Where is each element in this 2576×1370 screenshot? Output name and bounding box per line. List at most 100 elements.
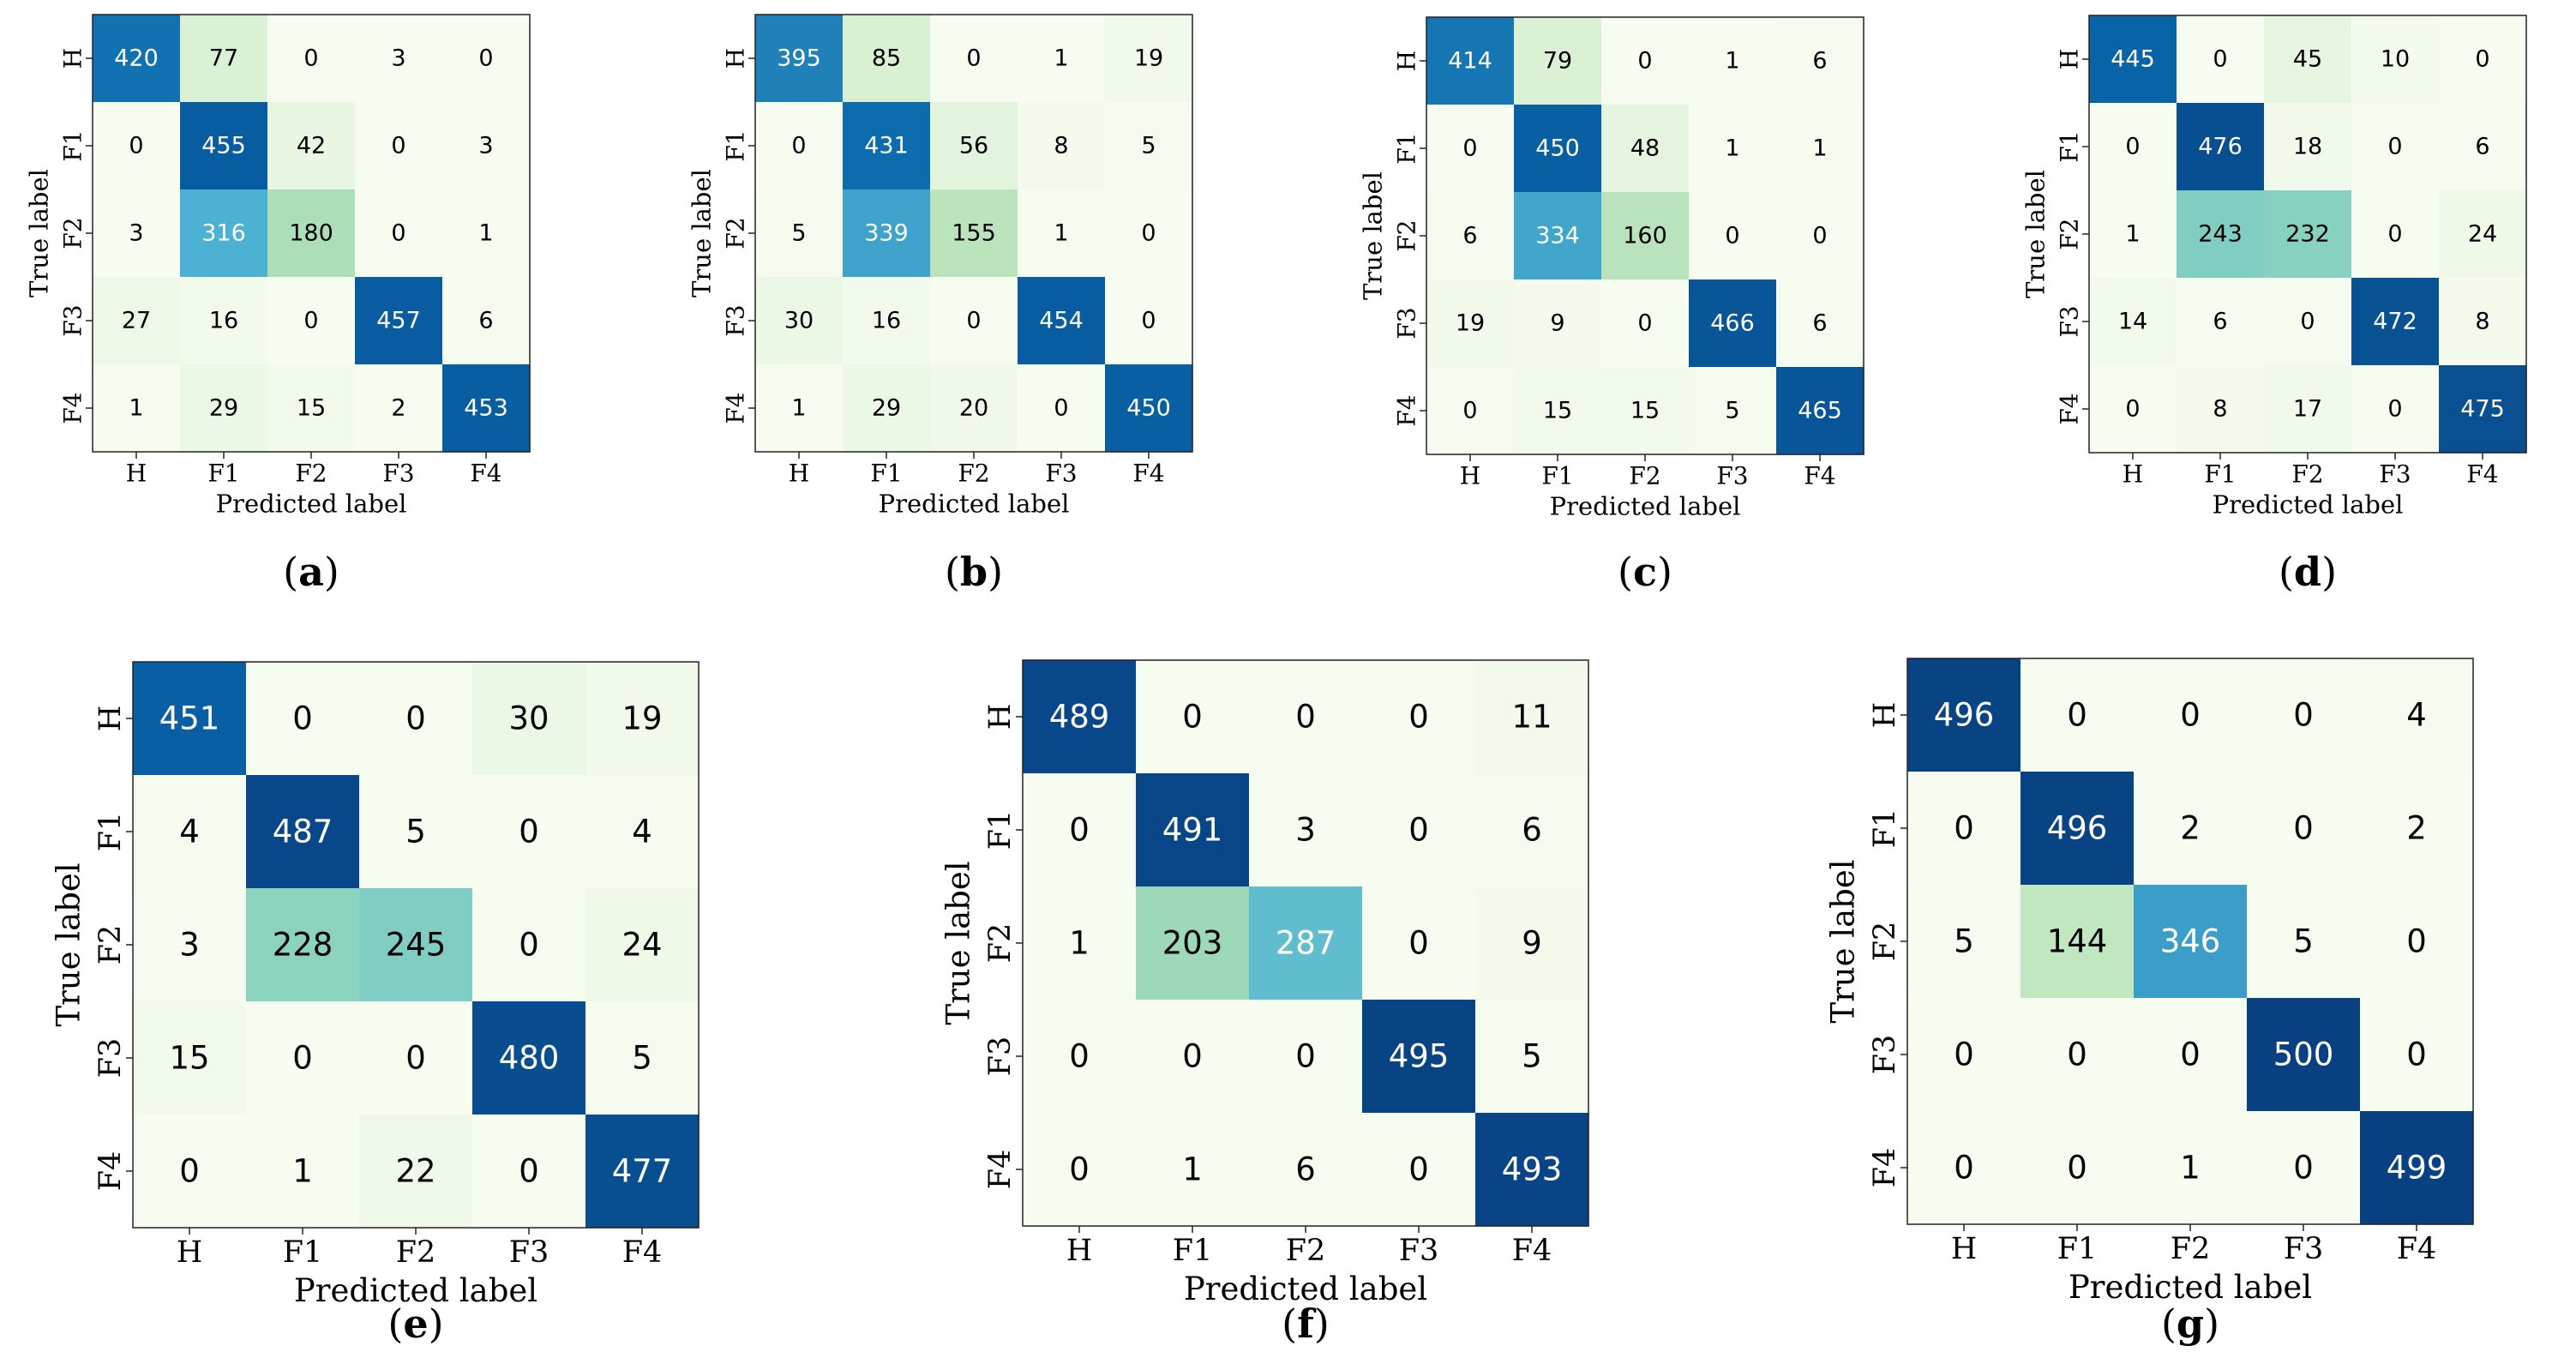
cell-value-label: 5 [1725, 398, 1739, 424]
cell-value-label: 27 [122, 308, 151, 334]
cell-value-label: 0 [129, 133, 143, 159]
cell-value-label: 48 [1630, 135, 1660, 162]
matrix-cell [1105, 15, 1193, 103]
matrix-cell [843, 189, 931, 278]
cell-value-label: 0 [1141, 220, 1156, 247]
cell-value-label: 8 [2213, 396, 2227, 423]
x-tick-label: F4 [2466, 460, 2498, 488]
cell-value-label: 0 [1408, 812, 1429, 849]
matrix-cell [1907, 658, 2021, 772]
cell-value-label: 0 [1182, 1038, 1203, 1075]
panel-caption: (e) [387, 1301, 443, 1347]
cell-value-label: 6 [1812, 310, 1827, 337]
confusion-matrix-e: 451 0 0 30 19 4 487 5 0 4 3 228 245 0 24 15 0 0 480 5 0 1 22 0 4… [51, 661, 700, 1347]
cell-value-label: 0 [2406, 923, 2427, 960]
matrix-cell [359, 1115, 473, 1229]
cell-value-label: 228 [273, 927, 333, 964]
matrix-cell [2021, 772, 2135, 886]
y-tick-label: H [2055, 49, 2083, 69]
cell-value-label: 1 [2125, 221, 2140, 248]
cell-value-label: 5 [1522, 1038, 1542, 1075]
cell-value-label: 0 [1069, 812, 1090, 849]
matrix-cell [2177, 278, 2265, 366]
cell-value-label: 493 [1502, 1151, 1563, 1188]
cell-value-label: 79 [1543, 48, 1572, 75]
cell-value-label: 5 [1141, 133, 1156, 159]
matrix-cell [1907, 885, 2021, 999]
cell-value-label: 0 [966, 308, 981, 334]
x-tick-label: H [1460, 461, 1480, 490]
cell-value-label: 2 [391, 395, 405, 422]
matrix-cell [2089, 278, 2177, 366]
matrix-cell [930, 15, 1018, 103]
matrix-cell [2439, 15, 2527, 104]
matrix-cell [267, 364, 356, 453]
y-tick-label: F3 [58, 304, 87, 336]
cell-value-label: 487 [273, 814, 333, 850]
x-tick-label: H [1066, 1234, 1093, 1268]
cell-value-label: 0 [1408, 699, 1429, 736]
panel-caption: (f) [1282, 1301, 1330, 1347]
y-axis-title: True label [24, 169, 53, 297]
y-tick-label: F2 [2055, 218, 2083, 249]
matrix-cell [267, 102, 356, 190]
cell-value-label: 0 [2067, 1150, 2087, 1187]
cell-value-label: 14 [2118, 309, 2147, 335]
matrix-cell [2360, 772, 2474, 886]
matrix-cell [1776, 279, 1864, 368]
matrix-cell [359, 662, 473, 776]
y-tick-label: F1 [93, 812, 128, 852]
y-tick-label: H [93, 706, 128, 732]
matrix-cell [1018, 277, 1106, 365]
cell-value-label: 245 [386, 927, 447, 964]
cell-value-label: 20 [959, 395, 988, 422]
x-tick-label: F2 [396, 1235, 436, 1270]
matrix-cell [93, 189, 181, 278]
cell-value-label: 499 [2387, 1150, 2447, 1187]
cell-value-label: 0 [292, 700, 313, 737]
cell-value-label: 431 [864, 133, 909, 159]
matrix-cell [93, 15, 181, 103]
cell-value-label: 6 [478, 308, 493, 334]
x-axis-title: Predicted label [1184, 1271, 1427, 1307]
matrix-cell [1475, 1113, 1589, 1227]
cell-value-label: 232 [2285, 221, 2330, 248]
cell-value-label: 465 [1798, 398, 1842, 424]
x-axis-title: Predicted label [216, 489, 407, 518]
cell-value-label: 457 [376, 308, 421, 334]
matrix-cell [2089, 103, 2177, 191]
cell-value-label: 15 [1630, 398, 1660, 424]
cell-value-label: 0 [179, 1153, 200, 1190]
cell-value-label: 9 [1550, 310, 1564, 337]
matrix-cell [1105, 277, 1193, 365]
matrix-cell [1514, 105, 1602, 193]
matrix-cell [355, 364, 443, 453]
cell-value-label: 0 [2387, 396, 2402, 423]
y-tick-label: F4 [93, 1151, 128, 1192]
cell-value-label: 6 [1462, 223, 1477, 249]
cell-value-label: 0 [292, 1040, 313, 1077]
matrix-cell [1136, 1113, 1250, 1227]
y-tick-label: F4 [983, 1150, 1018, 1190]
matrix-cell [1136, 660, 1250, 774]
cell-value-label: 56 [959, 133, 988, 159]
cell-value-label: 6 [1522, 812, 1542, 849]
x-tick-label: F4 [1132, 459, 1164, 487]
cell-value-label: 0 [966, 45, 981, 72]
x-tick-label: F1 [2057, 1232, 2098, 1266]
confusion-matrix-d: 445 0 45 10 0 0 476 18 0 6 1 243 232 0 24 14 6 0 472 8 0 8 17 0… [2021, 15, 2527, 595]
matrix-cell [2177, 103, 2265, 191]
panel-caption: (a) [283, 549, 339, 595]
cell-value-label: 0 [2213, 46, 2227, 73]
matrix-cell [1023, 886, 1137, 1000]
matrix-cell [1776, 192, 1864, 280]
cell-value-label: 2 [2180, 810, 2201, 847]
matrix-cell [1475, 773, 1589, 887]
x-tick-label: H [2123, 460, 2143, 488]
matrix-cell [472, 662, 586, 776]
cell-value-label: 480 [499, 1040, 560, 1077]
cell-value-label: 203 [1162, 925, 1223, 962]
x-tick-label: F2 [1286, 1234, 1326, 1268]
matrix-cell [930, 364, 1018, 453]
y-tick-label: F4 [2055, 393, 2083, 424]
